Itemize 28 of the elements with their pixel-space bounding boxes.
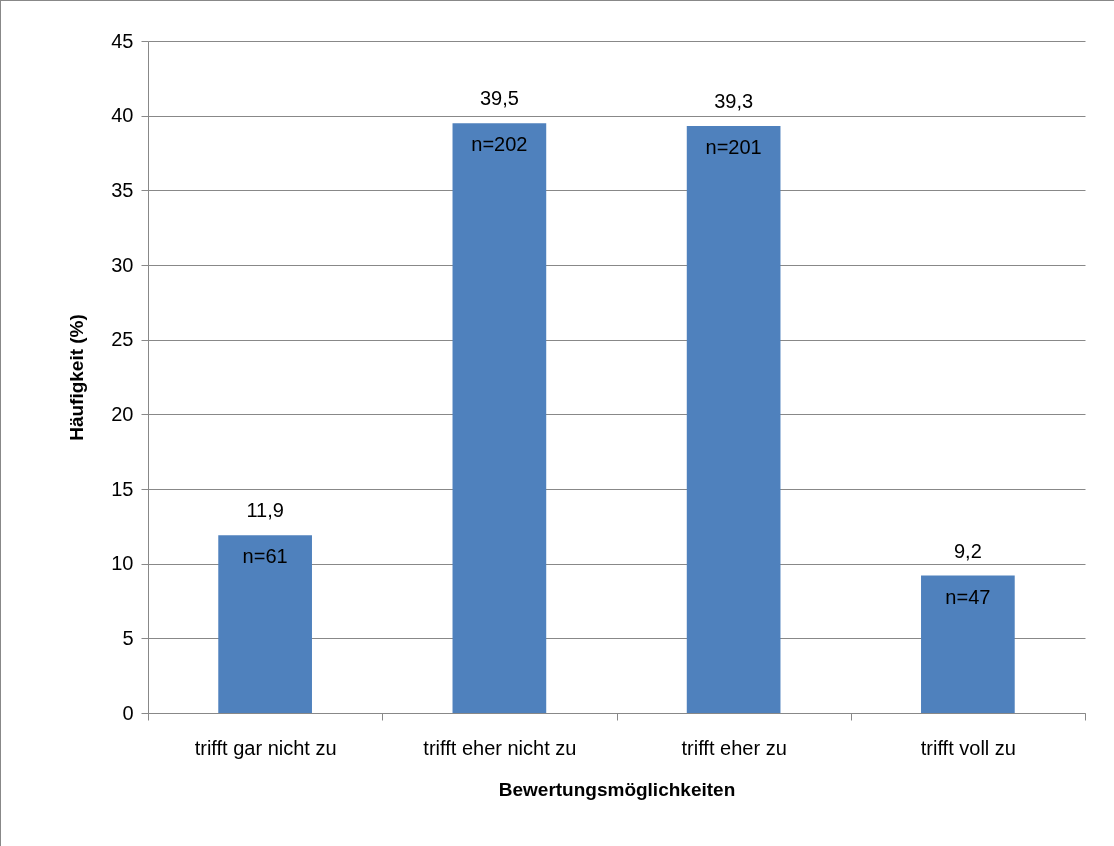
bar (921, 575, 1015, 713)
x-axis-title: Bewertungsmöglichkeiten (498, 778, 736, 800)
y-tick-label: 0 (122, 701, 134, 724)
bar (218, 535, 312, 713)
annotation: n=201 (705, 136, 762, 159)
y-tick-label: 15 (111, 477, 134, 500)
bar (686, 126, 781, 713)
annotation: n=47 (945, 585, 991, 608)
y-tick-label: 10 (111, 552, 134, 575)
annotation: n=202 (471, 133, 528, 156)
x-tick-label: trifft eher zu (681, 736, 787, 759)
y-tick-label: 20 (111, 402, 134, 425)
y-tick-label: 25 (111, 328, 134, 351)
data-label: 9,2 (953, 539, 982, 562)
y-axis-title: Häufigkeit (%) (66, 314, 88, 441)
y-tick-label: 45 (111, 29, 134, 52)
data-label: 39,3 (714, 90, 754, 113)
data-label: 11,9 (246, 499, 284, 522)
y-tick-label: 40 (111, 104, 134, 127)
x-tick-label: trifft eher nicht zu (423, 736, 577, 759)
y-tick-label: 5 (122, 626, 134, 649)
x-tick-label: trifft voll zu (920, 736, 1016, 759)
x-tick-label: trifft gar nicht zu (194, 736, 337, 759)
y-tick-label: 35 (111, 178, 134, 201)
data-label: 39,5 (479, 87, 519, 110)
annotation: n=61 (242, 545, 288, 568)
y-tick-label: 30 (111, 253, 134, 276)
bar (452, 123, 547, 713)
